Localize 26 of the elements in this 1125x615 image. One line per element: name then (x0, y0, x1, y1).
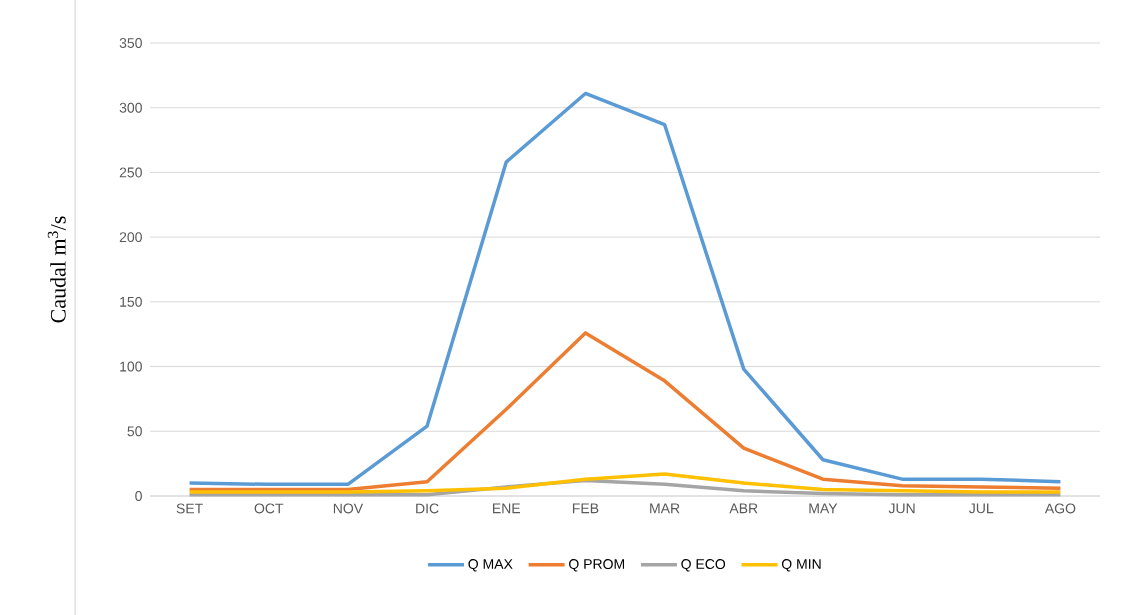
legend-label: Q MAX (468, 559, 513, 572)
x-tick-label: OCT (254, 503, 284, 514)
x-tick-label: ENE (493, 503, 521, 514)
legend-label: Q PROM (569, 559, 625, 572)
x-tick-label: SET (176, 503, 203, 514)
y-tick-label: 0 (135, 491, 142, 501)
y-tick-label: 150 (120, 296, 142, 307)
x-tick-label: FEB (572, 503, 599, 514)
x-tick-label: AGO (1044, 503, 1076, 514)
x-tick-label: MAY (809, 503, 838, 514)
y-tick-label: 200 (119, 232, 142, 243)
y-tick-label: 300 (119, 102, 142, 113)
x-tick-label: ABR (729, 503, 758, 514)
y-tick-label: 250 (119, 167, 142, 178)
x-tick-label: MAR (650, 503, 680, 514)
y-tick-label: 100 (120, 361, 142, 372)
x-tick-label: NOV (333, 503, 364, 514)
y-axis-title: Caudal m$^{3}$/s (47, 216, 66, 323)
legend-label: Q MIN (781, 559, 821, 572)
legend-label: Q ECO (681, 559, 726, 572)
x-tick-label: JUN (888, 503, 915, 514)
x-tick-label: DIC (416, 503, 439, 514)
y-tick-label: 50 (127, 426, 142, 437)
y-tick-label: 350 (119, 38, 142, 48)
x-tick-label: JUL (969, 503, 994, 514)
line-series (187, 91, 1063, 487)
